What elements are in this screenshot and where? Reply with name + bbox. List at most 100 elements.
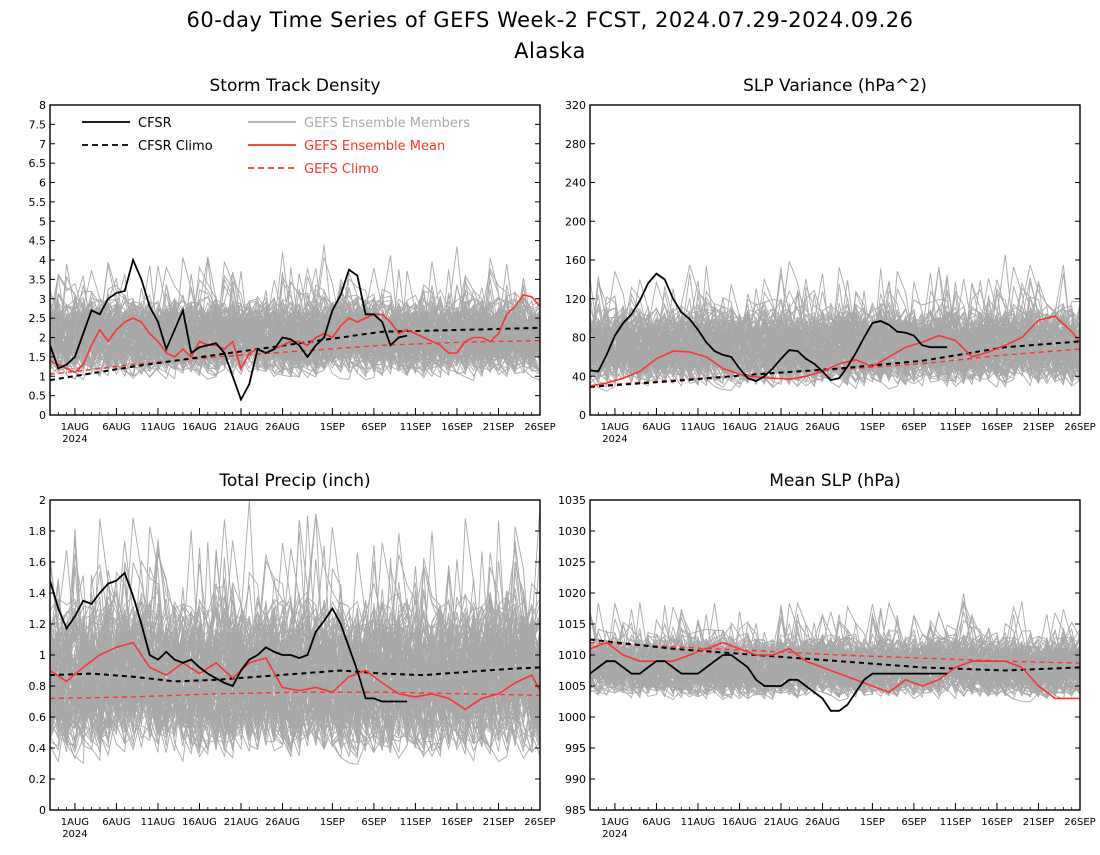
y-tick-label: 1.6 <box>29 556 47 569</box>
x-tick-label: 1SEP <box>860 422 885 433</box>
ensemble-member-line <box>50 257 540 374</box>
ensemble-member-line <box>50 530 540 740</box>
y-tick-label: 120 <box>565 293 586 306</box>
panel-title: SLP Variance (hPa^2) <box>743 76 927 96</box>
ensemble-member-line <box>50 540 540 751</box>
y-tick-label: 0.8 <box>29 680 47 693</box>
x-tick-label: 21AUG <box>224 422 259 433</box>
plot-area <box>50 244 540 402</box>
y-tick-label: 0.5 <box>29 390 47 403</box>
y-tick-label: 1030 <box>558 525 586 538</box>
y-tick-label: 3 <box>39 293 46 306</box>
y-tick-label: 0.6 <box>29 711 47 724</box>
x-tick-label: 16SEP <box>981 817 1012 828</box>
x-tick-label: 16AUG <box>722 817 757 828</box>
legend-label: GEFS Ensemble Members <box>304 116 470 131</box>
y-tick-label: 1025 <box>558 556 586 569</box>
ensemble-member-line <box>590 611 1080 695</box>
x-tick-label: 6AUG <box>642 817 670 828</box>
ensemble-member-line <box>590 601 1080 697</box>
x-tick-label: 6SEP <box>361 422 386 433</box>
chart-legend: CFSR CFSR Climo GEFS Ensemble Members GEFS … <box>82 116 470 177</box>
ensemble-member-line <box>50 287 540 375</box>
x-tick-label: 1AUG <box>61 422 89 433</box>
y-tick-label: 0 <box>39 804 46 817</box>
y-tick-label: 2 <box>39 494 46 507</box>
x-tick-label: 6SEP <box>901 422 926 433</box>
y-tick-label: 8 <box>39 99 46 112</box>
y-tick-label: 0 <box>579 409 586 422</box>
x-tick-label: 26AUG <box>805 422 840 433</box>
x-tick-label: 16AUG <box>722 422 757 433</box>
x-tick-label: 6SEP <box>361 817 386 828</box>
x-tick-label: 11AUG <box>141 817 176 828</box>
figure-subtitle: Alaska <box>514 39 586 63</box>
ensemble-member-line <box>50 540 540 746</box>
y-tick-label: 320 <box>565 99 586 112</box>
ensemble-member-line <box>590 275 1080 380</box>
ensemble-member-line <box>590 289 1080 382</box>
panel-title: Total Precip (inch) <box>218 471 370 491</box>
y-tick-label: 240 <box>565 177 586 190</box>
y-tick-label: 5.5 <box>29 196 47 209</box>
plot-area <box>590 254 1080 392</box>
x-tick-label: 11AUG <box>681 422 716 433</box>
y-tick-label: 1.8 <box>29 525 47 538</box>
x-tick-label: 21AUG <box>764 422 799 433</box>
ensemble-member-line <box>50 269 540 379</box>
ensemble-member-line <box>590 280 1080 382</box>
y-tick-label: 990 <box>565 773 586 786</box>
panel-title: Mean SLP (hPa) <box>769 471 901 491</box>
x-tick-label: 21SEP <box>1023 422 1054 433</box>
ensemble-member-line <box>590 628 1080 695</box>
ensemble-member-line <box>590 604 1080 686</box>
panel-3: Total Precip (inch) 0 0.2 0.4 0.6 0.8 1 1.2 1.4 1… <box>29 471 556 840</box>
x-tick-label: 6AUG <box>102 817 130 828</box>
x-tick-label: 1SEP <box>320 422 345 433</box>
x-tick-label: 1AUG <box>601 817 629 828</box>
y-tick-label: 40 <box>572 370 586 383</box>
ensemble-member-line <box>590 609 1080 700</box>
ensemble-member-line <box>50 591 540 752</box>
x-year-label: 2024 <box>602 434 627 445</box>
plot-area <box>50 500 540 765</box>
x-tick-label: 26AUG <box>805 817 840 828</box>
x-tick-label: 1SEP <box>320 817 345 828</box>
ensemble-member-line <box>50 562 540 753</box>
ensemble-member-line <box>590 312 1080 389</box>
panel-1: Storm Track Density 0 0.5 1 1.5 2 2.5 3 3.5 4 4.5 5… <box>29 76 556 445</box>
x-tick-label: 6AUG <box>102 422 130 433</box>
ensemble-member-line <box>590 297 1080 381</box>
y-tick-label: 1.4 <box>29 587 47 600</box>
legend-label: CFSR Climo <box>138 139 213 154</box>
y-tick-label: 80 <box>572 332 586 345</box>
y-tick-label: 2 <box>39 332 46 345</box>
legend-label: CFSR <box>138 116 172 131</box>
x-tick-label: 11AUG <box>681 817 716 828</box>
series-cfsr <box>590 272 948 383</box>
x-tick-label: 11SEP <box>400 422 431 433</box>
ensemble-member-line <box>50 595 540 760</box>
y-tick-label: 1015 <box>558 618 586 631</box>
x-tick-label: 26AUG <box>265 817 300 828</box>
series-cfsr-climo <box>590 340 1080 388</box>
y-tick-label: 0.2 <box>29 773 47 786</box>
series-cfsr-climo <box>590 638 1080 672</box>
ensemble-member-line <box>50 290 540 373</box>
panel-title: Storm Track Density <box>209 76 380 96</box>
y-tick-label: 1020 <box>558 587 586 600</box>
series-cfsr-climo <box>50 666 540 683</box>
x-tick-label: 1AUG <box>601 422 629 433</box>
y-tick-label: 995 <box>565 742 586 755</box>
y-tick-label: 280 <box>565 138 586 151</box>
series-gefs-climo <box>50 691 540 700</box>
plot-area <box>590 593 1080 712</box>
x-tick-label: 1SEP <box>860 817 885 828</box>
y-tick-label: 200 <box>565 215 586 228</box>
legend-label: GEFS Ensemble Mean <box>304 139 445 154</box>
x-tick-label: 21SEP <box>1023 817 1054 828</box>
y-tick-label: 1010 <box>558 649 586 662</box>
y-tick-label: 4 <box>39 254 46 267</box>
series-gefs-ensemble-mean <box>590 641 1080 700</box>
